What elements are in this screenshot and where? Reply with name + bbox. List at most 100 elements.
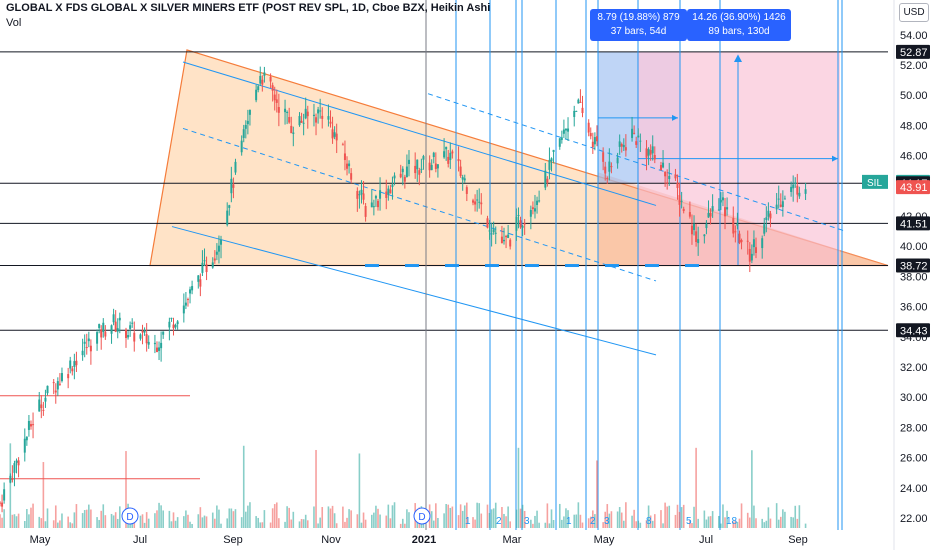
- volume-bar: [23, 521, 26, 528]
- volume-bar: [404, 523, 406, 528]
- candles: [0, 66, 807, 513]
- candle-body: [44, 397, 47, 402]
- volume-bar: [552, 520, 555, 528]
- volume-bar: [711, 511, 714, 528]
- candle-body: [85, 347, 88, 349]
- volume-bar: [141, 514, 144, 528]
- candle-body: [129, 325, 132, 329]
- volume-bar: [550, 509, 553, 528]
- volume-bar: [662, 523, 664, 528]
- x-tick-label: Sep: [788, 534, 808, 546]
- currency-button[interactable]: USD: [899, 3, 929, 22]
- candle-body: [11, 478, 14, 480]
- candle-body: [182, 305, 185, 314]
- candle-body: [763, 224, 766, 234]
- candle-body: [389, 189, 392, 194]
- volume-bar: [775, 503, 778, 528]
- y-tick-label: 50.00: [900, 90, 928, 102]
- candle-body: [761, 238, 764, 249]
- volume-bar: [796, 518, 799, 528]
- volume-bar: [0, 514, 1, 528]
- candle-body: [58, 383, 61, 385]
- volume-bar: [430, 511, 433, 528]
- candle-body: [407, 159, 410, 165]
- candle-body: [29, 424, 32, 427]
- measure-arrowhead-1: [672, 114, 678, 121]
- candle-body: [292, 132, 295, 134]
- candle-body: [664, 171, 667, 177]
- volume-bar: [530, 519, 532, 528]
- candle-body: [639, 140, 642, 142]
- candle-body: [746, 240, 749, 242]
- y-tick-label: 54.00: [900, 30, 928, 42]
- volume-bar: [333, 513, 336, 528]
- volume-bar: [548, 523, 551, 528]
- volume-bar: [11, 514, 14, 528]
- price-label-bg-4: [896, 216, 930, 231]
- volume-bar: [653, 514, 656, 528]
- volume-bar: [463, 505, 466, 528]
- measure-box-1: 8.79 (19.88%) 879 37 bars, 54d: [590, 9, 687, 41]
- measure-1-line2: 37 bars, 54d: [610, 26, 667, 37]
- candle-body: [480, 202, 483, 205]
- volume-bar: [596, 460, 598, 528]
- candle-body: [315, 117, 318, 123]
- candle-body: [104, 331, 107, 337]
- candle-body: [319, 110, 322, 112]
- candle-body: [387, 188, 390, 195]
- candle-body: [189, 289, 192, 294]
- volume-bar: [85, 509, 88, 528]
- candle-body: [593, 137, 596, 145]
- volume-bar: [736, 521, 739, 528]
- candle-body: [781, 201, 784, 208]
- volume-bar: [371, 514, 373, 528]
- volume-bar: [313, 506, 315, 528]
- candle-body: [662, 162, 665, 168]
- candle-body: [494, 232, 497, 234]
- cycle-number: 3: [524, 516, 530, 527]
- volume-bar: [83, 510, 86, 528]
- volume-bar: [435, 503, 437, 528]
- volume-bar: [259, 522, 262, 528]
- volume-bar: [449, 507, 452, 528]
- candle-body: [682, 208, 685, 212]
- volume-bar: [26, 509, 28, 528]
- volume-bar: [707, 516, 710, 528]
- candle-body: [391, 184, 394, 187]
- candle-body: [168, 321, 171, 328]
- candle-body: [83, 341, 86, 344]
- volume-bar: [203, 515, 206, 528]
- candle-body: [451, 151, 454, 154]
- candle-body: [25, 436, 28, 441]
- volume-bar: [623, 520, 625, 528]
- candle-body: [796, 185, 799, 195]
- candle-body: [523, 223, 526, 225]
- candle-body: [447, 156, 450, 164]
- x-tick-label: 2021: [412, 534, 436, 546]
- candle-body: [343, 153, 346, 161]
- candle-body: [422, 156, 425, 160]
- volume-bar: [393, 502, 396, 528]
- volume-bar: [59, 520, 61, 528]
- candle-body: [393, 175, 396, 179]
- volume-bar: [645, 520, 648, 528]
- candle-body: [622, 144, 625, 148]
- volume-bar: [606, 504, 609, 528]
- candle-body: [575, 110, 578, 112]
- volume-bar: [416, 518, 419, 528]
- candle-body: [405, 166, 408, 177]
- candle-body: [602, 152, 605, 162]
- volume-bar: [459, 504, 462, 528]
- candle-body: [414, 165, 417, 174]
- candle-body: [60, 373, 63, 382]
- volume-bar: [81, 513, 84, 528]
- candle-body: [379, 190, 382, 199]
- volume-bar: [507, 506, 509, 528]
- volume-bar: [720, 523, 722, 528]
- candle-body: [591, 141, 594, 148]
- candle-body: [335, 133, 338, 141]
- volume-bar: [269, 522, 272, 528]
- candle-body: [102, 322, 105, 333]
- candle-body: [695, 231, 698, 242]
